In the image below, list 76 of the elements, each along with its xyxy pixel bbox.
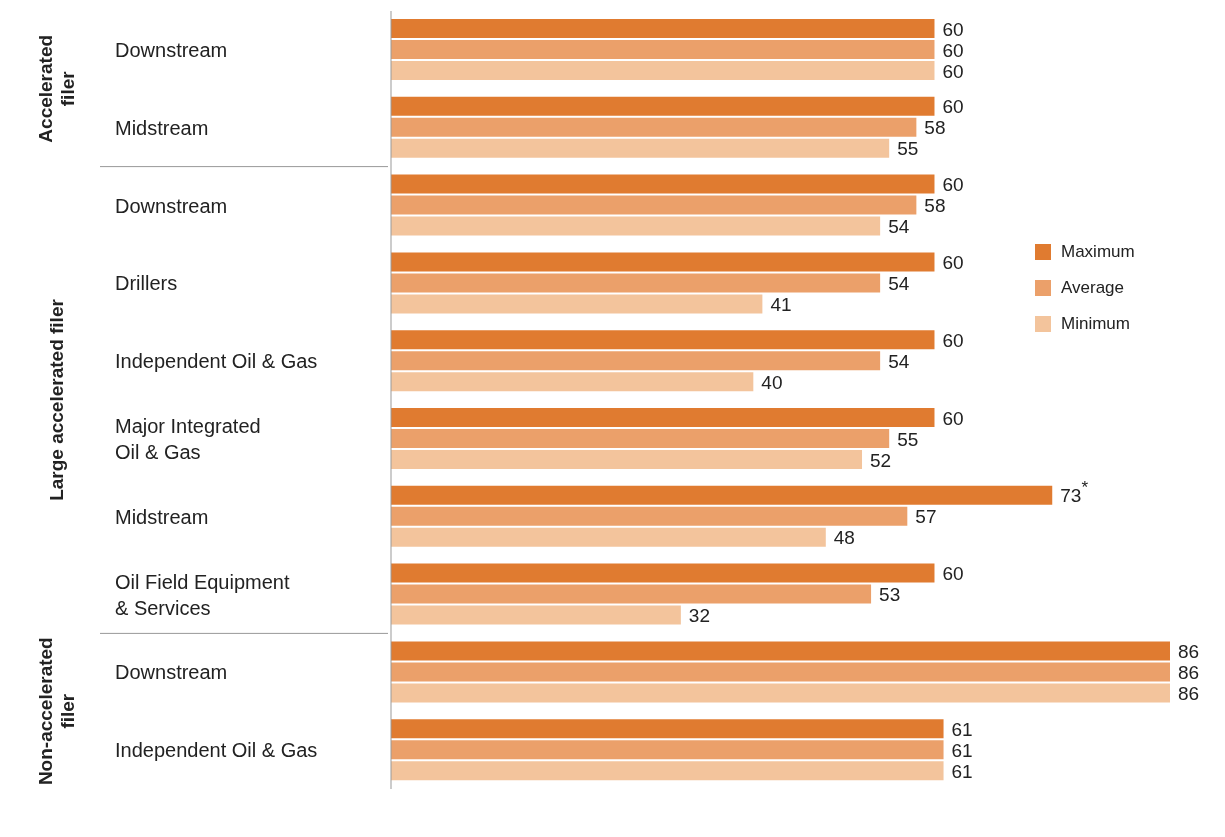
- data-label: 54: [888, 272, 910, 294]
- bar: [391, 761, 944, 781]
- data-label: 60: [942, 563, 964, 585]
- y-tick-label: Downstream: [115, 38, 228, 61]
- data-label: 40: [761, 371, 783, 393]
- bar: [391, 40, 935, 59]
- bar: [391, 740, 944, 760]
- bar: [391, 372, 754, 392]
- data-label: 48: [833, 527, 855, 549]
- text: Large accelerated filer: [46, 298, 67, 501]
- bar: [391, 273, 881, 293]
- data-label: 60: [942, 251, 964, 273]
- y-tick-label: Major Integrated Oil & Gas: [115, 414, 261, 463]
- bar: [391, 605, 681, 625]
- data-label: 58: [924, 195, 946, 217]
- data-label: 86: [1178, 661, 1200, 683]
- y-tick-label: Independent Oil & Gas: [115, 739, 318, 762]
- data-label: 55: [897, 138, 919, 160]
- bar: [391, 662, 1170, 682]
- y-tick-label: Midstream: [115, 505, 209, 528]
- bar: [391, 195, 917, 215]
- data-label: 57: [915, 506, 937, 528]
- bar: [391, 563, 935, 583]
- bar: [391, 61, 935, 80]
- bar: [391, 408, 935, 427]
- bar: [391, 252, 935, 272]
- bar: [391, 138, 890, 158]
- data-label: 60: [942, 39, 964, 61]
- bar: [391, 429, 890, 448]
- bar: [391, 174, 935, 194]
- bar: [391, 117, 917, 137]
- data-label: 58: [924, 117, 946, 139]
- legend-label: Average: [1061, 278, 1125, 298]
- legend-label: Minimum: [1061, 314, 1130, 334]
- y-tick-label: Oil Field Equipment & Services: [115, 570, 290, 619]
- data-label: 86: [1178, 682, 1200, 704]
- data-label: 60: [942, 96, 964, 118]
- data-label: 52: [870, 449, 892, 471]
- bar: [391, 19, 935, 38]
- bar: [391, 450, 863, 469]
- bar: [391, 527, 826, 547]
- bar: [391, 506, 908, 526]
- data-label: 53: [879, 584, 901, 606]
- legend-label: Maximum: [1061, 242, 1135, 262]
- data-label: 60: [942, 60, 964, 82]
- data-label: 61: [951, 739, 973, 761]
- data-label: 86: [1178, 640, 1200, 662]
- bar: [391, 719, 944, 739]
- y-tick-label: Downstream: [115, 194, 228, 217]
- text: Accelerated filer: [35, 34, 78, 143]
- data-label: 55: [897, 428, 919, 450]
- data-label: 54: [888, 350, 910, 372]
- data-label: 61: [951, 718, 973, 740]
- text: Non-accelerated filer: [35, 637, 78, 786]
- y-tick-label: Drillers: [115, 272, 178, 295]
- bar: [391, 330, 935, 350]
- data-label: 60: [942, 174, 964, 196]
- y-tick-label: Midstream: [115, 116, 209, 139]
- data-label: 32: [688, 605, 710, 627]
- data-label: 60: [942, 407, 964, 429]
- y-tick-label: Downstream: [115, 661, 228, 684]
- bar: [391, 96, 935, 116]
- data-label: 60: [942, 18, 964, 40]
- bar: [391, 294, 763, 314]
- data-label: 60: [942, 329, 964, 351]
- bar: [391, 584, 872, 604]
- bar: [391, 683, 1170, 703]
- data-label: 73$^{*}$: [1060, 477, 1089, 507]
- data-label: 41: [770, 293, 792, 315]
- data-label: 54: [888, 216, 910, 238]
- y-tick-label: Independent Oil & Gas: [115, 350, 318, 373]
- bar: [391, 485, 1053, 505]
- bar: [391, 641, 1170, 661]
- data-label: 61: [951, 760, 973, 782]
- bar: [391, 216, 881, 236]
- bar: [391, 351, 881, 371]
